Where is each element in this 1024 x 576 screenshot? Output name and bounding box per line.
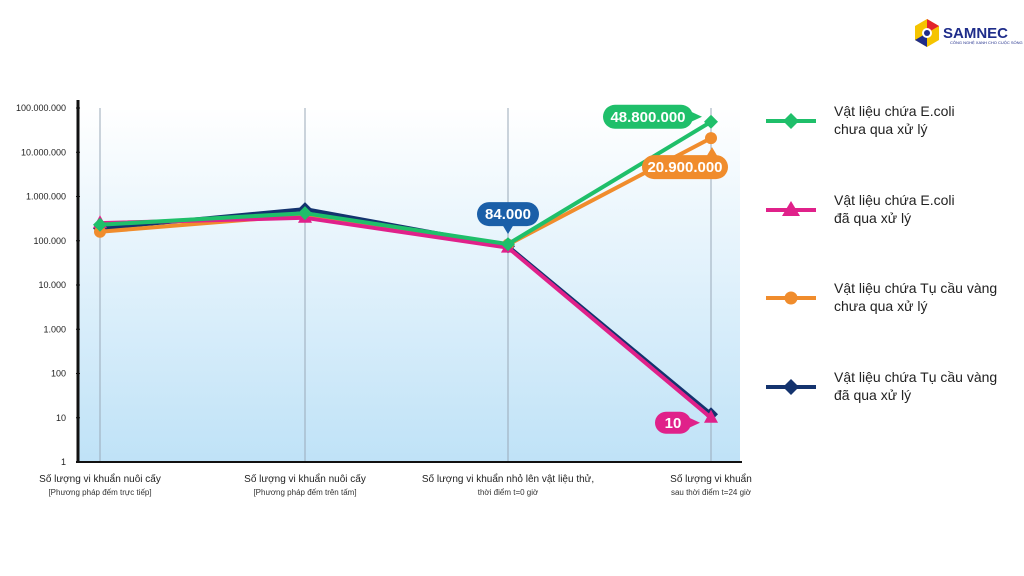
legend-item-2: Vật liệu chứa E.coli đã qua xử lý — [766, 192, 955, 226]
legend-label-2b: đã qua xử lý — [834, 210, 911, 226]
legend: Vật liệu chứa E.coli chưa qua xử lý Vật … — [766, 103, 997, 403]
legend-label-3a: Vật liệu chứa Tụ cầu vàng — [834, 280, 997, 296]
callout-4: 10 — [655, 411, 700, 434]
x-category-label: Số lượng vi khuẩn nuôi cấy — [39, 473, 161, 485]
legend-marker-diamond-navy — [783, 379, 799, 395]
legend-item-1: Vật liệu chứa E.coli chưa qua xử lý — [766, 103, 955, 137]
data-point-triangle — [704, 409, 718, 423]
y-tick-label: 100.000.000 — [16, 103, 66, 113]
logo-name: SAMNEC — [943, 25, 1008, 42]
x-category-sublabel: [Phương pháp đếm trên tấm] — [253, 488, 356, 497]
x-category-label: Số lượng vi khuẩn nuôi cấy — [244, 473, 366, 485]
y-tick-label: 1 — [61, 457, 66, 467]
y-tick-label: 100 — [51, 369, 66, 379]
callout-label: 10 — [665, 415, 682, 432]
y-tick-label: 10.000.000 — [21, 147, 66, 157]
x-category-sublabel: thời điểm t=0 giờ — [478, 488, 539, 497]
callout-label: 20.900.000 — [647, 159, 722, 176]
legend-label-1a: Vật liệu chứa E.coli — [834, 103, 955, 119]
x-category-label: Số lượng vi khuẩn nhỏ lên vật liệu thử, — [422, 473, 594, 485]
legend-label-1b: chưa qua xử lý — [834, 121, 927, 137]
legend-label-3b: chưa qua xử lý — [834, 298, 927, 314]
legend-item-3: Vật liệu chứa Tụ cầu vàng chưa qua xử lý — [766, 280, 997, 314]
logo-tagline: CÔNG NGHỆ XANH CHO CUỘC SỐNG — [950, 40, 1023, 45]
x-category-sublabel: [Phương pháp đếm trực tiếp] — [48, 488, 151, 497]
data-point-diamond — [93, 217, 107, 232]
legend-marker-diamond-green — [783, 113, 799, 129]
series-layer — [93, 114, 718, 423]
y-tick-label: 1.000.000 — [26, 192, 66, 202]
callout-3: 84.000 — [477, 202, 539, 235]
plot-area — [78, 108, 740, 462]
callout-2: 20.900.000 — [642, 147, 728, 180]
callout-1: 48.800.000 — [603, 104, 702, 129]
legend-label-4b: đã qua xử lý — [834, 387, 911, 403]
x-category-sublabel: sau thời điểm t=24 giờ — [671, 488, 752, 497]
x-category-label: Số lượng vi khuẩn — [670, 473, 752, 485]
legend-item-4: Vật liệu chứa Tụ cầu vàng đã qua xử lý — [766, 369, 997, 403]
data-point-diamond — [704, 114, 718, 129]
data-point-circle — [705, 132, 717, 145]
legend-marker-triangle-pink — [782, 201, 800, 216]
legend-marker-circle-orange — [784, 291, 798, 305]
logo-mark-icon — [915, 19, 939, 47]
callouts: 48.800.000 20.900.000 84.000 10 — [477, 104, 728, 434]
callout-label: 48.800.000 — [610, 109, 685, 126]
legend-label-4a: Vật liệu chứa Tụ cầu vàng — [834, 369, 997, 385]
y-tick-label: 10.000 — [38, 280, 66, 290]
y-tick-label: 10 — [56, 413, 66, 423]
series-line-1 — [99, 120, 713, 247]
legend-label-2a: Vật liệu chứa E.coli — [834, 192, 955, 208]
x-category-labels: Số lượng vi khuẩn nuôi cấy [Phương pháp đ… — [39, 473, 752, 497]
y-tick-label: 100.000 — [33, 236, 66, 246]
samnec-logo: SAMNEC CÔNG NGHỆ XANH CHO CUỘC SỐNG — [915, 19, 1023, 47]
data-point-diamond — [298, 206, 312, 221]
data-point-diamond — [501, 237, 515, 252]
callout-label: 84.000 — [485, 206, 531, 223]
y-tick-labels: 100.000.000 10.000.000 1.000.000 100.000 10.… — [16, 103, 80, 467]
y-tick-label: 1.000 — [43, 324, 66, 334]
